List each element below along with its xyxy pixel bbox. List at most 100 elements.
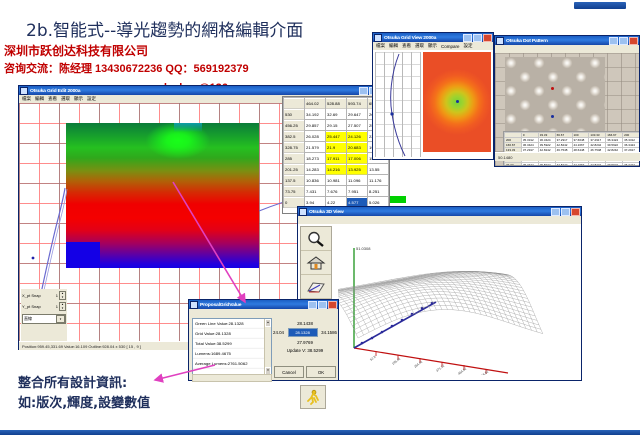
y-snap-stepper[interactable]: ▴ ▾ xyxy=(59,302,66,311)
table-cell[interactable]: 14.216 xyxy=(325,163,347,175)
menu-select[interactable]: 選取 xyxy=(415,43,424,48)
window-buttons[interactable] xyxy=(609,36,638,45)
table-row[interactable]: 137.5 10.836 10.981 11.096 11.176 xyxy=(283,174,389,186)
window-3d-view[interactable]: Otsuka 3D View xyxy=(297,206,582,381)
table-cell[interactable]: 13.55 xyxy=(367,163,389,175)
table-row[interactable]: 201.25 14.283 14.216 13.925 13.55 xyxy=(283,163,389,175)
minimize-icon[interactable] xyxy=(308,300,317,309)
minimize-icon[interactable] xyxy=(463,33,472,42)
window-buttons[interactable] xyxy=(308,300,337,309)
table-cell[interactable]: 14.283 xyxy=(304,163,326,175)
table-cell[interactable]: 7.676 xyxy=(325,185,347,197)
maximize-icon[interactable] xyxy=(561,207,570,216)
dot-pattern-canvas[interactable]: 0 33.33 66.67 100 133.33 166.67 200 200 35.3312 3… xyxy=(495,53,639,166)
dialog-buttons[interactable]: Cancel OK xyxy=(273,366,337,378)
menu-view[interactable]: 查看 xyxy=(402,43,411,48)
menu-settings[interactable]: 設定 xyxy=(87,96,96,101)
table-cell[interactable]: 29.15 xyxy=(325,119,347,131)
home-icon[interactable] xyxy=(301,251,331,275)
menu-settings[interactable]: 設定 xyxy=(463,43,473,48)
close-icon[interactable] xyxy=(629,36,638,45)
menu-display[interactable]: 顯示 xyxy=(428,43,437,48)
table-cell[interactable]: 32.69 xyxy=(325,108,347,120)
3d-surface-plot[interactable]: 51.0308 52.8 195.41 264.41 371.22 464.02… xyxy=(338,230,578,375)
table-row[interactable]: 73.75 7.431 7.676 7.951 8.251 xyxy=(283,185,389,197)
menu-compare[interactable]: Compare xyxy=(441,43,460,49)
dialog-proposal-grid-value[interactable]: ProposalGridValue Green Line Value:28.13… xyxy=(188,299,339,382)
list-item[interactable]: Grid Value:28.1328 xyxy=(193,329,271,339)
list-item[interactable]: Green Line Value:28.1328 xyxy=(193,319,271,329)
value-editor-row[interactable]: 24.04 28.1328 34.1586 xyxy=(273,328,337,337)
grid-value-input[interactable]: 28.1328 xyxy=(287,328,318,337)
titlebar-3d-view[interactable]: Otsuka 3D View xyxy=(298,207,581,216)
table-cell[interactable]: 39.5922 xyxy=(605,162,624,165)
grid-view-canvas[interactable] xyxy=(373,50,493,159)
table-cell[interactable]: 13.925 xyxy=(346,163,368,175)
table-cell[interactable]: 8.251 xyxy=(367,185,389,197)
table-cell[interactable]: 27.507 xyxy=(346,119,368,131)
minimize-icon[interactable] xyxy=(609,36,618,45)
titlebar-dot-pattern[interactable]: Otsuka Dot Pattern xyxy=(495,36,639,45)
table-cell[interactable]: 29.647 xyxy=(346,108,368,120)
x-snap-stepper[interactable]: ▴ ▾ xyxy=(59,291,66,300)
list-item[interactable]: Average Lumens:2761.5062 xyxy=(193,359,271,369)
maximize-icon[interactable] xyxy=(619,36,628,45)
window-buttons[interactable] xyxy=(551,207,580,216)
cancel-button[interactable]: Cancel xyxy=(274,366,304,378)
maximize-icon[interactable] xyxy=(318,300,327,309)
y-snap-row[interactable]: Y_pt Snap 1 ▴ ▾ xyxy=(22,302,66,311)
table-cell[interactable]: 21.579 xyxy=(304,141,326,153)
zoom-icon[interactable] xyxy=(301,227,331,251)
titlebar-grid-edit[interactable]: Otsuka Grid Edit 2000a xyxy=(19,86,389,95)
minimize-icon[interactable] xyxy=(551,207,560,216)
menu-file[interactable]: 檔案 xyxy=(376,43,385,48)
horizontal-scrollbar[interactable] xyxy=(192,374,272,382)
table-cell[interactable]: 24.126 xyxy=(346,130,368,142)
table-cell[interactable]: 11.176 xyxy=(367,174,389,186)
menu-edit[interactable]: 編輯 xyxy=(35,96,44,101)
table-cell[interactable]: 39.5922 xyxy=(537,162,556,165)
surface-icon[interactable] xyxy=(301,275,331,299)
table-row[interactable]: 0 3.94 4.22 4.577 5.026 xyxy=(283,196,389,208)
window-dot-pattern[interactable]: Otsuka Dot Pattern 0 33.33 66.67 100 133.33 1… xyxy=(494,35,640,167)
menu-file[interactable]: 檔案 xyxy=(22,96,31,101)
close-icon[interactable] xyxy=(571,207,580,216)
mode-select[interactable]: 直線 ▾ xyxy=(22,314,66,324)
y-snap-value[interactable]: 1 xyxy=(55,304,58,309)
table-cell[interactable]: 17.911 xyxy=(325,152,347,164)
table-cell[interactable]: 18.273 xyxy=(304,152,326,164)
table-row[interactable]: 33.33 36.3424 39.5922 42.8242 44.1667 42.8242… xyxy=(504,162,639,165)
list-item[interactable]: Total Value:38.5299 xyxy=(193,339,271,349)
window-grid-view[interactable]: Otsuka Grid View 2000a 檔案 編輯 查看 選取 顯示 Co… xyxy=(372,32,494,160)
menu-display[interactable]: 顯示 xyxy=(74,96,83,101)
ok-button[interactable]: OK xyxy=(306,366,336,378)
scroll-up-icon[interactable]: ▴ xyxy=(265,319,271,327)
heatmap-orange-surface[interactable] xyxy=(423,52,491,152)
table-cell[interactable]: 36.3424 xyxy=(622,162,639,165)
dialog-value-editor[interactable]: 28.1438 24.04 28.1328 34.1586 27.9769 Up… xyxy=(273,318,337,364)
snap-control-panel[interactable]: X_pt Snap 1 ▴ ▾ Y_pt Snap 1 ▴ ▾ 直線 ▾ xyxy=(21,289,67,341)
menu-edit[interactable]: 編輯 xyxy=(389,43,398,48)
dialog-value-list[interactable]: Green Line Value:28.1328 Grid Value:28.1… xyxy=(192,318,272,376)
close-icon[interactable] xyxy=(328,300,337,309)
close-icon[interactable] xyxy=(483,33,492,42)
table-cell[interactable]: 7.951 xyxy=(346,185,368,197)
table-cell[interactable]: 36.3424 xyxy=(520,162,539,165)
3d-view-canvas[interactable]: 51.0308 52.8 195.41 264.41 371.22 464.02… xyxy=(298,224,581,380)
x-snap-value[interactable]: 1 xyxy=(55,293,58,298)
table-cell[interactable]: 10.981 xyxy=(325,174,347,186)
menu-view[interactable]: 查看 xyxy=(48,96,57,101)
table-cell[interactable]: 7.431 xyxy=(304,185,326,197)
table-cell[interactable]: 44.1667 xyxy=(571,162,590,165)
table-cell[interactable]: 21.9 xyxy=(325,141,347,153)
table-cell[interactable]: 42.8242 xyxy=(554,162,573,165)
vertical-scrollbar[interactable]: ▴ ▾ xyxy=(264,319,271,375)
table-cell[interactable]: 20.683 xyxy=(346,141,368,153)
chevron-down-icon[interactable]: ▾ xyxy=(56,315,65,323)
table-cell[interactable]: 11.096 xyxy=(346,174,368,186)
menu-select[interactable]: 選取 xyxy=(61,96,70,101)
table-cell[interactable]: 26.028 xyxy=(304,130,326,142)
minimize-icon[interactable] xyxy=(359,86,368,95)
maximize-icon[interactable] xyxy=(473,33,482,42)
titlebar-grid-view[interactable]: Otsuka Grid View 2000a xyxy=(373,33,493,42)
